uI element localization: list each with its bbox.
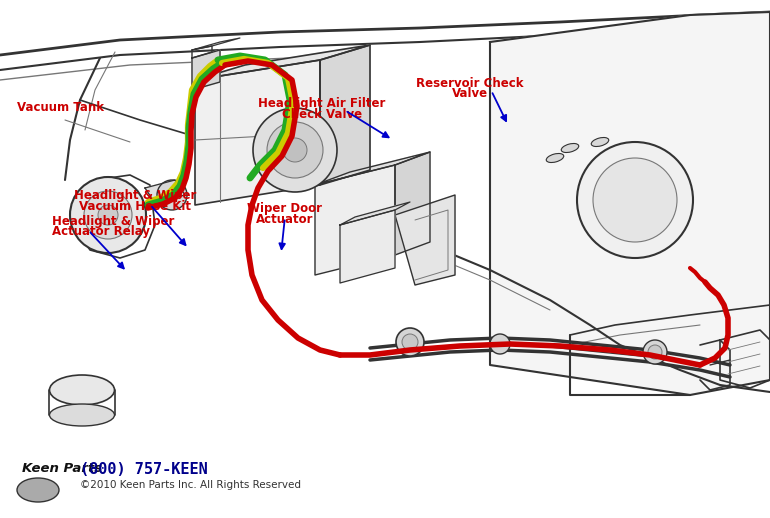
Polygon shape bbox=[192, 38, 240, 50]
Polygon shape bbox=[192, 50, 220, 90]
Text: Actuator Relay: Actuator Relay bbox=[52, 225, 150, 238]
Polygon shape bbox=[320, 45, 370, 185]
Circle shape bbox=[593, 158, 677, 242]
Text: Headlight Air Filter: Headlight Air Filter bbox=[258, 97, 386, 110]
Circle shape bbox=[84, 191, 132, 239]
Circle shape bbox=[402, 334, 418, 350]
Circle shape bbox=[283, 138, 307, 162]
Polygon shape bbox=[340, 202, 410, 225]
Text: (800) 757-KEEN: (800) 757-KEEN bbox=[80, 462, 208, 477]
Circle shape bbox=[396, 328, 424, 356]
Circle shape bbox=[98, 205, 118, 225]
Polygon shape bbox=[195, 45, 370, 80]
Circle shape bbox=[253, 108, 337, 192]
Circle shape bbox=[643, 340, 667, 364]
Polygon shape bbox=[145, 180, 185, 203]
Polygon shape bbox=[340, 210, 395, 283]
Text: Vacuum Tank: Vacuum Tank bbox=[17, 101, 104, 114]
Text: Check Valve: Check Valve bbox=[282, 108, 362, 121]
Circle shape bbox=[577, 142, 693, 258]
Circle shape bbox=[267, 122, 323, 178]
Ellipse shape bbox=[561, 143, 579, 152]
Polygon shape bbox=[395, 152, 430, 255]
Text: Valve: Valve bbox=[452, 87, 487, 100]
Text: Actuator: Actuator bbox=[256, 212, 313, 225]
Polygon shape bbox=[315, 165, 395, 275]
Polygon shape bbox=[195, 60, 320, 205]
Polygon shape bbox=[490, 12, 770, 395]
Text: Vacuum Hose Kit: Vacuum Hose Kit bbox=[79, 199, 191, 212]
Ellipse shape bbox=[17, 478, 59, 502]
Text: Headlight & Wiper: Headlight & Wiper bbox=[74, 189, 196, 202]
Text: Reservoir Check: Reservoir Check bbox=[416, 77, 524, 90]
Ellipse shape bbox=[49, 375, 115, 405]
Text: Headlight & Wiper: Headlight & Wiper bbox=[52, 215, 175, 228]
Text: Keen Parts: Keen Parts bbox=[22, 462, 102, 475]
Ellipse shape bbox=[49, 404, 115, 426]
Circle shape bbox=[490, 334, 510, 354]
Text: Wiper Door: Wiper Door bbox=[247, 202, 323, 215]
Polygon shape bbox=[395, 195, 455, 285]
Text: ©2010 Keen Parts Inc. All Rights Reserved: ©2010 Keen Parts Inc. All Rights Reserve… bbox=[80, 480, 301, 490]
Ellipse shape bbox=[591, 137, 609, 147]
Ellipse shape bbox=[546, 153, 564, 163]
Circle shape bbox=[648, 345, 662, 359]
Circle shape bbox=[157, 180, 187, 210]
Circle shape bbox=[70, 177, 146, 253]
Polygon shape bbox=[315, 152, 430, 185]
